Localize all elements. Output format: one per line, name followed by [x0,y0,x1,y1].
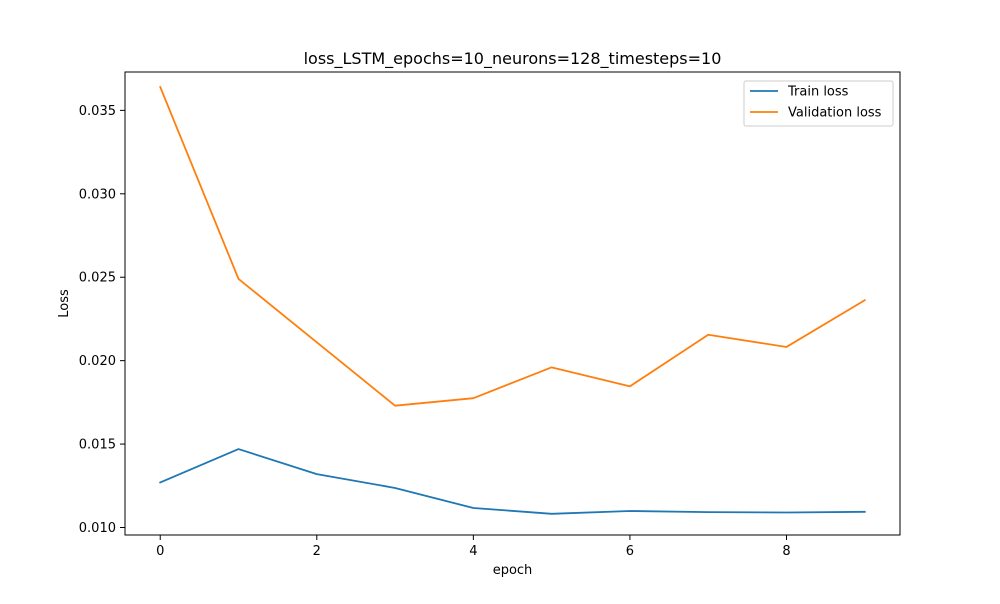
y-tick-label: 0.025 [79,271,116,286]
legend-label-validation-loss: Validation loss [788,106,882,121]
x-tick-label: 6 [626,544,634,559]
plot-area: 0 2 4 6 8 0.010 0.015 0.020 0.025 0.030 0.035 [79,71,901,559]
y-tick-label: 0.015 [79,438,116,453]
y-tick-label: 0.010 [79,521,116,536]
legend-label-train-loss: Train loss [787,85,849,100]
y-tick-label: 0.020 [79,354,116,369]
x-tick-label: 0 [156,544,164,559]
series-line-validation-loss [159,85,867,407]
y-axis-ticks: 0.010 0.015 0.020 0.025 0.030 0.035 [79,104,125,536]
y-tick-label: 0.035 [79,104,116,119]
y-tick-label: 0.030 [79,187,116,202]
x-tick-label: 4 [469,544,477,559]
plot-frame [124,71,901,536]
x-axis-label: epoch [493,563,533,578]
x-axis-ticks: 0 2 4 6 8 [156,535,791,559]
legend-frame [743,80,894,127]
legend: Train loss Validation loss [743,80,894,127]
x-tick-label: 2 [313,544,321,559]
y-axis-label: Loss [57,289,72,318]
chart-title: loss_LSTM_epochs=10_neurons=128_timestep… [304,49,722,69]
series-group [159,85,867,515]
series-line-train-loss [159,448,866,515]
x-tick-label: 8 [782,544,790,559]
